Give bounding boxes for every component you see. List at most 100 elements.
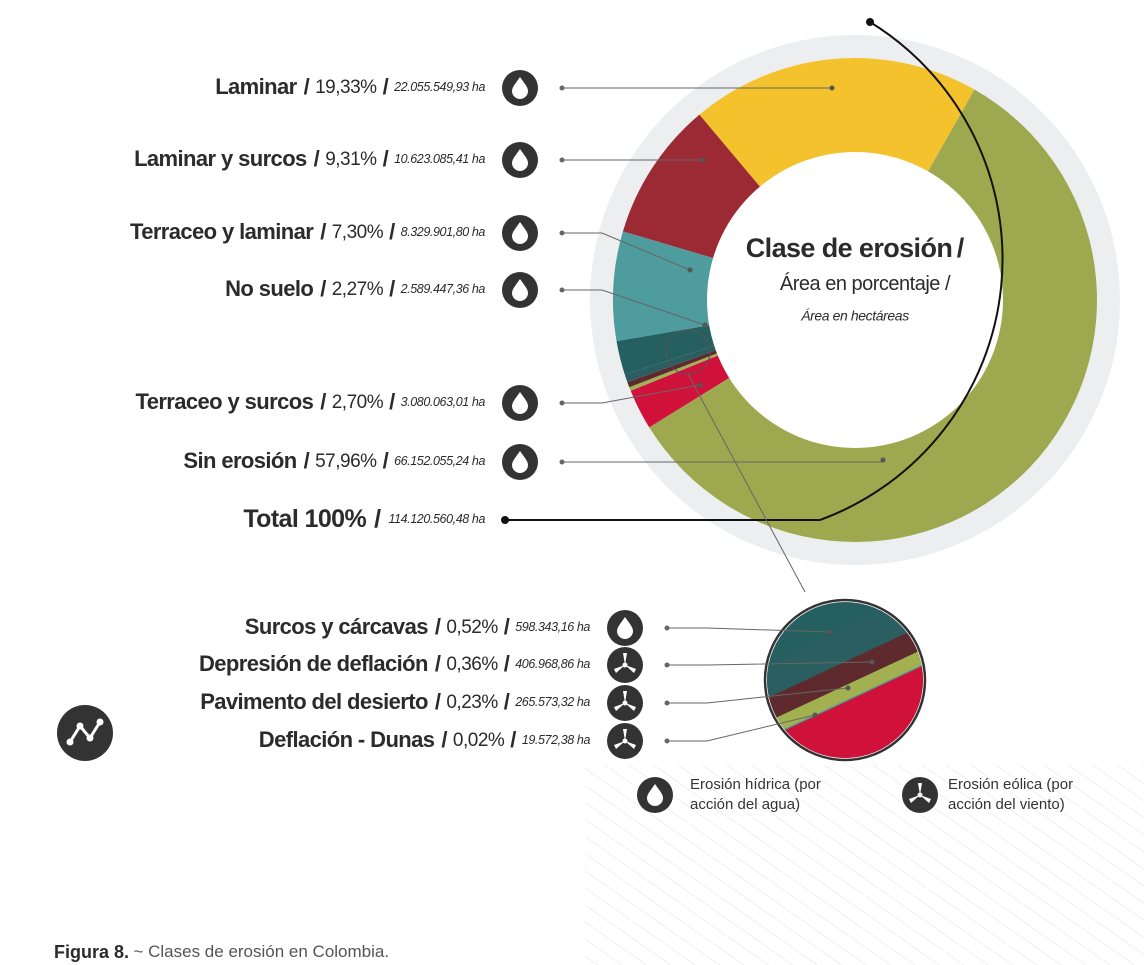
sep: / (504, 689, 510, 714)
donut (613, 57, 1097, 543)
legend-label: Erosión eólica (por acción del viento) (948, 776, 1073, 813)
sep: / (374, 505, 381, 533)
erosion-icon (607, 723, 643, 759)
category-name: Laminar (215, 74, 297, 99)
category-label: Surcos y cárcavas/0,52%/598.343,16 ha (245, 614, 591, 639)
donut-segment (616, 324, 718, 375)
legend-icon (902, 777, 938, 813)
sep: / (304, 448, 310, 473)
percent: 7,30% (332, 222, 384, 243)
area: 8.329.901,80 ha (401, 225, 486, 239)
erosion-icon (607, 685, 643, 721)
leader-dot (559, 400, 565, 406)
donut-segment (629, 352, 721, 391)
category-label: Pavimento del desierto/0,23%/265.573,32 … (200, 689, 590, 714)
leader-dot (869, 659, 875, 665)
category-label: Terraceo y laminar/7,30%/8.329.901,80 ha (130, 219, 485, 244)
center-subtitle: Área en porcentaje / (780, 272, 951, 295)
leader-line (667, 627, 831, 633)
percent: 0,02% (453, 730, 505, 751)
total-area: 114.120.560,48 ha (388, 512, 485, 526)
zoom-band (767, 631, 923, 758)
caption: Figura 8. ~ Clases de erosión en Colombi… (54, 942, 389, 962)
category-name: Depresión de deflación (199, 651, 428, 676)
sep: / (383, 74, 389, 99)
zoom-line (687, 373, 806, 593)
erosion-icon (502, 142, 538, 178)
leader-dot (829, 85, 835, 91)
sep: / (304, 74, 310, 99)
leader-dot (664, 700, 670, 706)
percent: 0,52% (446, 617, 498, 638)
category-name: Deflación - Dunas (259, 727, 435, 752)
category-name: Sin erosión (183, 448, 296, 473)
donut-segment (699, 57, 975, 189)
sep: / (945, 273, 951, 295)
leader-dot (880, 457, 886, 463)
donut-segment (613, 231, 716, 342)
leader-dot (827, 629, 833, 635)
area: 265.573,32 ha (514, 695, 590, 709)
erosion-icon (607, 610, 643, 646)
percent: 0,23% (446, 692, 498, 713)
title: Clase de erosión (746, 233, 952, 263)
leader-dot (697, 382, 703, 388)
percent: 57,96% (315, 451, 377, 472)
percent: 2,70% (332, 392, 384, 413)
sep: / (504, 651, 510, 676)
sep: / (320, 219, 326, 244)
category-label: Deflación - Dunas/0,02%/19.572,38 ha (259, 727, 591, 752)
sep: / (383, 146, 389, 171)
leader-dot (664, 662, 670, 668)
erosion-icon (502, 444, 538, 480)
sep: / (389, 219, 395, 244)
leader-dot (687, 267, 693, 273)
leader-dot (664, 738, 670, 744)
donut-segment (624, 344, 719, 383)
sep: / (320, 389, 326, 414)
total-arc (819, 21, 1004, 521)
leader-dot (559, 157, 565, 163)
area: 598.343,16 ha (515, 620, 590, 634)
category-label: Depresión de deflación/0,36%/406.968,86 … (199, 651, 590, 676)
total-label: Total 100% (243, 505, 366, 533)
erosion-icon (502, 272, 538, 308)
sep: / (435, 651, 441, 676)
leader-dot (559, 287, 565, 293)
category-label: Laminar/19,33%/22.055.549,93 ha (215, 74, 485, 99)
total: Total 100% / 114.120.560,48 ha (243, 505, 485, 533)
area: 406.968,86 ha (515, 657, 590, 671)
percent: 19,33% (315, 77, 377, 98)
zoom-source (665, 329, 711, 375)
category-name: Surcos y cárcavas (245, 614, 428, 639)
area: 10.623.085,41 ha (394, 152, 485, 166)
figure-icon-line (68, 721, 102, 743)
erosion-icon (607, 647, 643, 683)
erosion-icon (502, 215, 538, 251)
leader-line (562, 384, 701, 404)
figure-number: Figura 8. (54, 942, 129, 962)
dot (501, 516, 509, 524)
zoom-band (767, 619, 923, 758)
category-name: No suelo (225, 276, 313, 301)
sep: / (389, 276, 395, 301)
donut-segment (622, 114, 762, 259)
subtitle: Área en porcentaje (780, 272, 940, 295)
outer-ring (590, 35, 1120, 565)
percent: 0,36% (446, 654, 498, 675)
sep: / (435, 614, 441, 639)
sep: / (441, 727, 447, 752)
area: 19.572,38 ha (522, 733, 591, 747)
leader-line (562, 289, 706, 326)
sep: / (957, 233, 965, 263)
category-name: Pavimento del desierto (200, 689, 428, 714)
sep: / (389, 389, 395, 414)
legend-bg (585, 765, 1144, 965)
area: 66.152.055,24 ha (394, 454, 485, 468)
percent: 2,27% (332, 279, 384, 300)
sep: / (435, 689, 441, 714)
area: 2.589.447,36 ha (400, 282, 486, 296)
leader-dot (845, 685, 851, 691)
